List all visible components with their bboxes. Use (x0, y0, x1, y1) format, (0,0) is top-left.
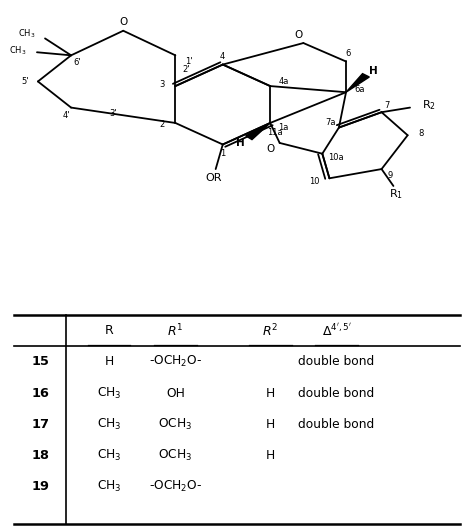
Text: 6a: 6a (354, 85, 365, 94)
Polygon shape (346, 74, 369, 92)
Text: 17: 17 (31, 418, 49, 431)
Text: 6: 6 (346, 49, 351, 58)
Text: 3': 3' (109, 109, 117, 118)
Text: double bond: double bond (299, 418, 374, 431)
Text: 4': 4' (63, 111, 70, 120)
Text: R$_2$: R$_2$ (422, 99, 436, 112)
Text: 7: 7 (384, 101, 390, 110)
Text: 2': 2' (182, 65, 190, 74)
Text: 5': 5' (21, 77, 28, 86)
Text: 4a: 4a (278, 77, 289, 86)
Text: 10: 10 (309, 178, 319, 187)
Text: R: R (105, 324, 113, 337)
Text: OCH$_3$: OCH$_3$ (158, 417, 192, 432)
Text: 6': 6' (73, 58, 81, 67)
Text: 18: 18 (31, 449, 49, 462)
Text: 8: 8 (418, 129, 424, 138)
Text: $R^1$: $R^1$ (167, 322, 183, 339)
Text: CH$_3$: CH$_3$ (9, 45, 26, 57)
Text: 10a: 10a (328, 153, 343, 162)
Text: CH$_3$: CH$_3$ (97, 417, 121, 432)
Text: 2: 2 (159, 120, 165, 129)
Text: 4: 4 (219, 52, 225, 61)
Polygon shape (246, 123, 270, 139)
Text: OCH$_3$: OCH$_3$ (158, 448, 192, 463)
Text: OR: OR (205, 173, 221, 183)
Text: 1a: 1a (278, 123, 289, 132)
Text: O: O (266, 144, 274, 154)
Text: double bond: double bond (299, 386, 374, 400)
Text: H: H (369, 66, 378, 76)
Text: H: H (265, 449, 275, 462)
Text: O: O (294, 30, 303, 40)
Text: 1': 1' (185, 57, 192, 66)
Text: -OCH$_2$O-: -OCH$_2$O- (149, 479, 202, 494)
Text: CH$_3$: CH$_3$ (97, 448, 121, 463)
Text: -OCH$_2$O-: -OCH$_2$O- (149, 355, 202, 369)
Text: CH$_3$: CH$_3$ (97, 385, 121, 401)
Text: H: H (265, 418, 275, 431)
Text: H: H (265, 386, 275, 400)
Text: 15: 15 (31, 356, 49, 368)
Text: 11a: 11a (267, 128, 283, 137)
Text: 3: 3 (159, 80, 165, 89)
Text: $R^2$: $R^2$ (262, 322, 278, 339)
Text: H: H (237, 138, 245, 148)
Text: 19: 19 (31, 480, 49, 493)
Text: CH$_3$: CH$_3$ (97, 479, 121, 494)
Text: double bond: double bond (299, 356, 374, 368)
Text: CH$_3$: CH$_3$ (18, 28, 36, 40)
Text: O: O (119, 17, 128, 27)
Text: 9: 9 (387, 171, 393, 180)
Text: 7a: 7a (325, 118, 336, 127)
Text: H: H (104, 356, 114, 368)
Text: OH: OH (166, 386, 185, 400)
Text: 16: 16 (31, 386, 49, 400)
Text: 1: 1 (220, 148, 226, 157)
Text: R$_1$: R$_1$ (389, 187, 403, 200)
Text: $\Delta^{4',5'}$: $\Delta^{4',5'}$ (321, 323, 352, 339)
